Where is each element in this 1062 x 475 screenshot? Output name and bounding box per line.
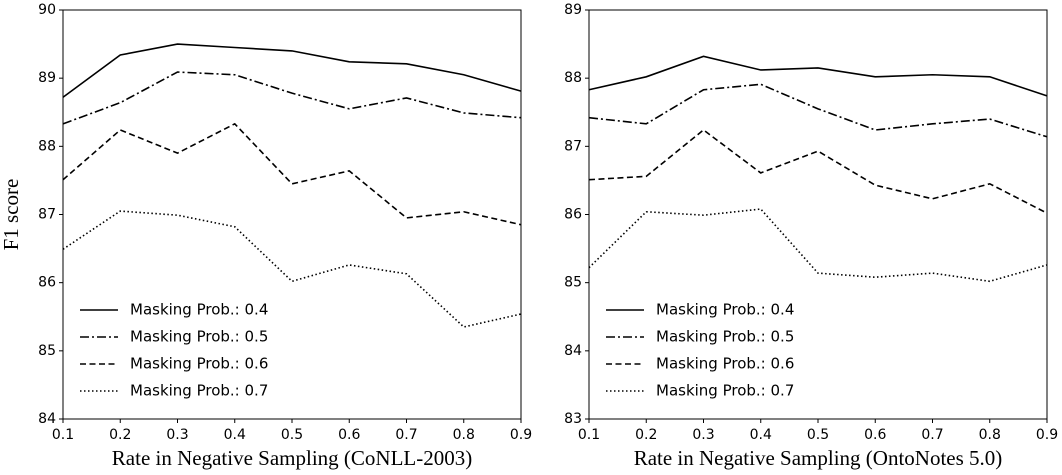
x-tick-label: 0.6	[864, 427, 886, 443]
series-line	[62, 122, 522, 226]
y-tick-label: 84	[38, 411, 56, 427]
series-line	[62, 210, 522, 328]
x-tick-label: 0.3	[692, 427, 714, 443]
legend-label: Masking Prob.: 0.4	[130, 301, 268, 319]
y-tick-label: 83	[564, 411, 582, 427]
x-tick-label: 0.3	[166, 427, 188, 443]
y-tick-label: 87	[38, 207, 56, 223]
x-tick-label: 0.8	[453, 427, 475, 443]
y-axis-label: F1 score	[0, 179, 23, 251]
x-tick-label: 0.2	[635, 427, 657, 443]
series-line	[588, 208, 1048, 283]
series-line	[588, 128, 1048, 214]
x-tick-label: 0.7	[395, 427, 417, 443]
x-tick-label: 0.6	[338, 427, 360, 443]
y-tick-label: 85	[564, 275, 582, 291]
y-tick-label: 85	[38, 343, 56, 359]
x-tick-label: 0.5	[807, 427, 829, 443]
x-tick-label: 0.9	[1036, 427, 1058, 443]
x-tick-label: 0.1	[578, 427, 600, 443]
legend-label: Masking Prob.: 0.5	[656, 328, 794, 346]
y-tick-label: 88	[564, 70, 582, 86]
y-tick-label: 90	[38, 2, 56, 18]
legend-label: Masking Prob.: 0.7	[656, 382, 794, 400]
x-tick-label: 0.5	[281, 427, 303, 443]
plot-frame	[62, 9, 522, 420]
x-tick-label: 0.2	[109, 427, 131, 443]
series-line	[588, 83, 1048, 138]
legend-label: Masking Prob.: 0.6	[130, 355, 268, 373]
legend-label: Masking Prob.: 0.5	[130, 328, 268, 346]
x-tick-label: 0.1	[52, 427, 74, 443]
y-tick-label: 89	[38, 70, 56, 86]
series-line	[62, 43, 522, 98]
series-line	[62, 71, 522, 125]
y-tick-label: 86	[564, 207, 582, 223]
y-tick-label: 87	[564, 138, 582, 154]
x-axis-label: Rate in Negative Sampling (OntoNotes 5.0…	[634, 446, 1003, 470]
x-tick-label: 0.4	[224, 427, 246, 443]
x-axis-label: Rate in Negative Sampling (CoNLL-2003)	[112, 446, 472, 470]
legend-label: Masking Prob.: 0.4	[656, 301, 794, 319]
legend-label: Masking Prob.: 0.6	[656, 355, 794, 373]
plot-frame	[588, 9, 1048, 420]
series-line	[588, 55, 1048, 97]
x-tick-label: 0.9	[510, 427, 532, 443]
y-tick-label: 84	[564, 343, 582, 359]
y-tick-label: 89	[564, 2, 582, 18]
x-tick-label: 0.4	[750, 427, 772, 443]
y-tick-label: 88	[38, 138, 56, 154]
x-tick-label: 0.7	[921, 427, 943, 443]
y-tick-label: 86	[38, 275, 56, 291]
x-tick-label: 0.8	[979, 427, 1001, 443]
legend-label: Masking Prob.: 0.7	[130, 382, 268, 400]
